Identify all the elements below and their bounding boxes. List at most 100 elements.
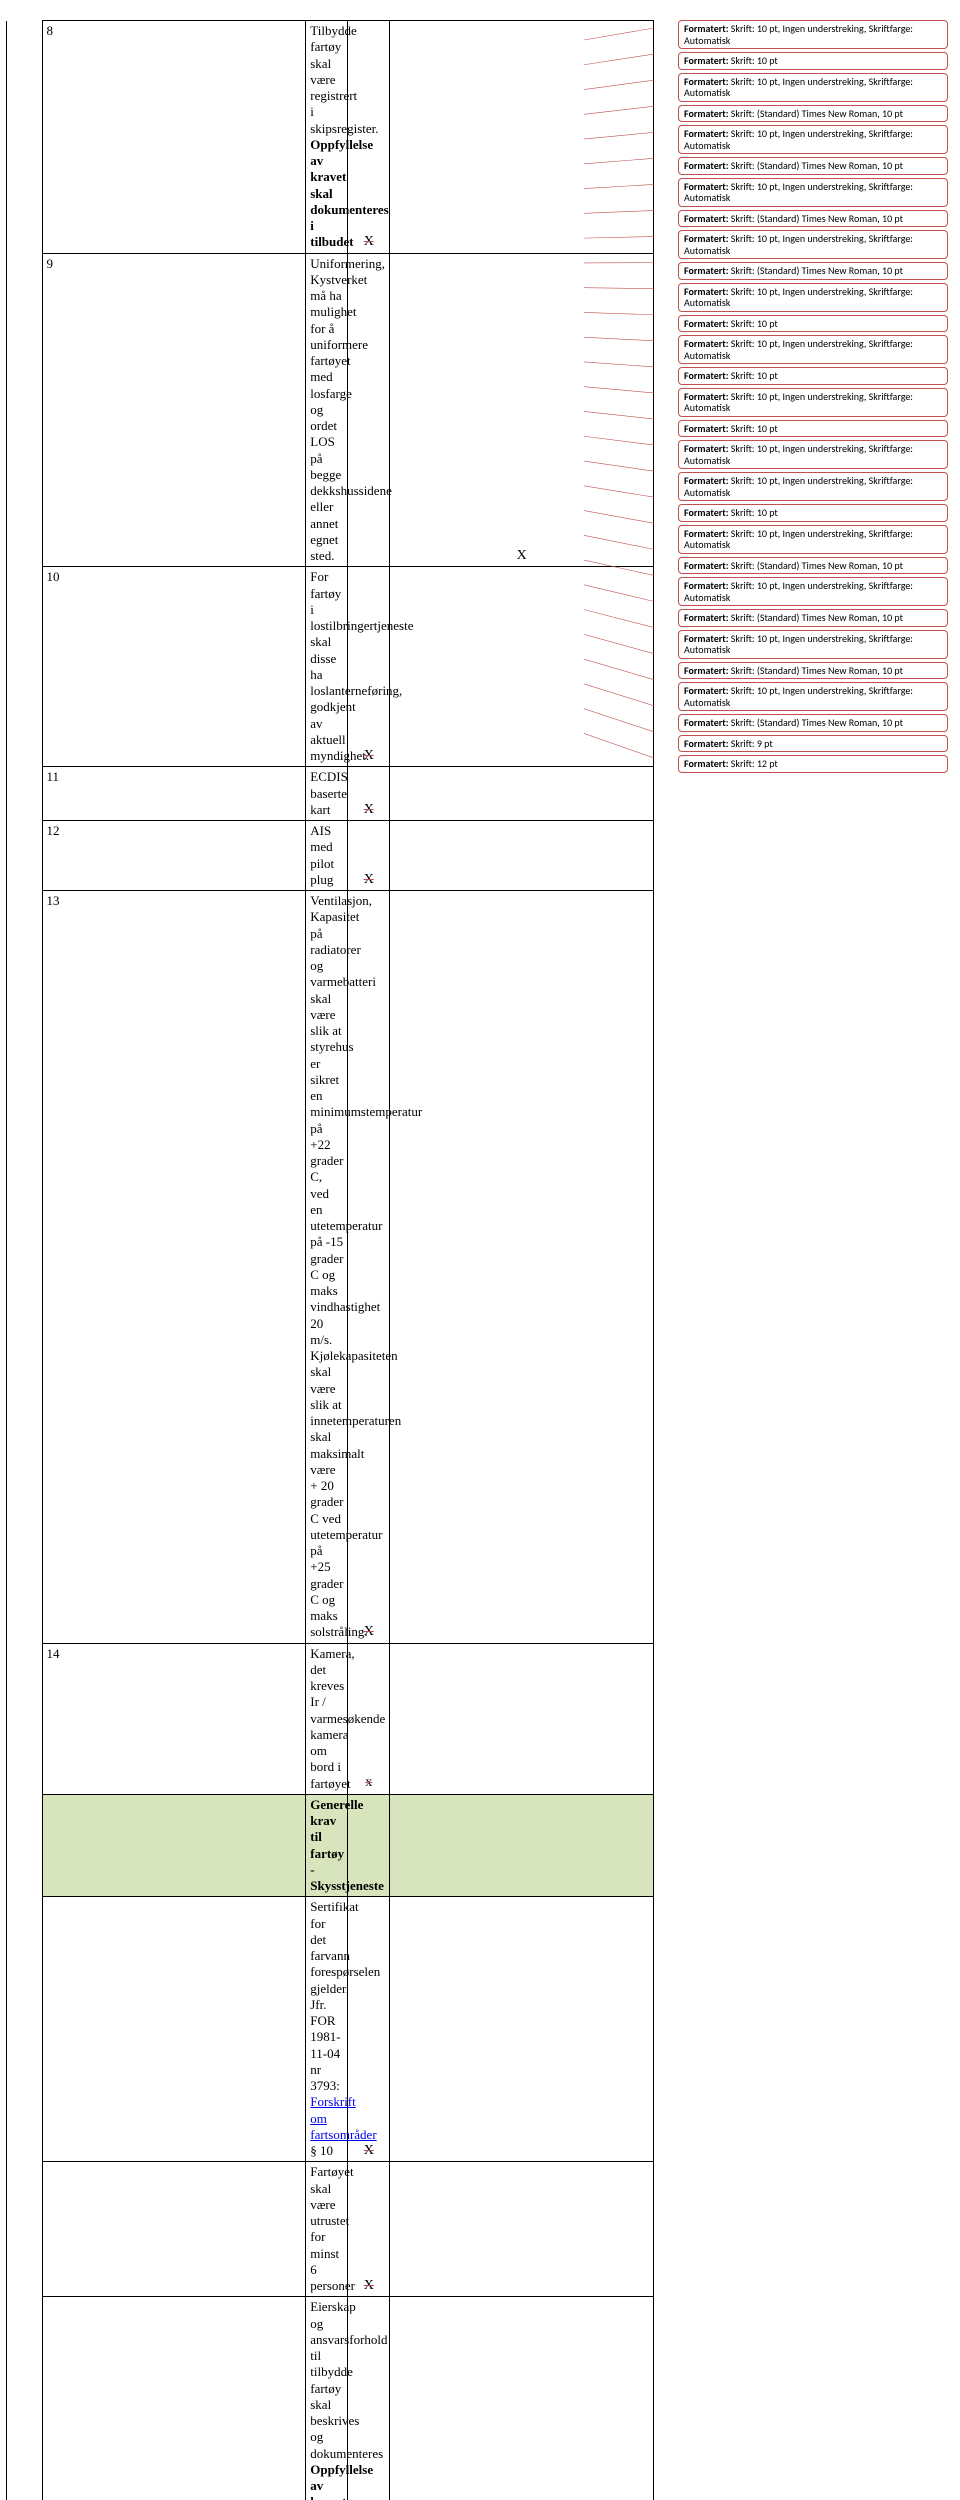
format-callout: Formatert: Skrift: 12 pt xyxy=(678,755,948,773)
mark-value: x xyxy=(365,1775,372,1790)
callout-text: Skrift: (Standard) Times New Roman, 10 p… xyxy=(731,716,903,729)
callout-label: Formatert: xyxy=(684,737,731,750)
callout-text: Skrift: 10 pt xyxy=(731,369,778,382)
format-callout: Formatert: Skrift: 10 pt, Ingen understr… xyxy=(678,20,948,49)
row-text: Uniformering, Kystverket må ha mulighet … xyxy=(306,253,348,567)
requirements-table: 8Tilbydde fartøy skal være registrert i … xyxy=(14,20,654,2500)
format-callout: Formatert: Skrift: 10 pt, Ingen understr… xyxy=(678,178,948,207)
mark-col-2 xyxy=(390,891,654,1644)
format-callout: Formatert: Skrift: 10 pt, Ingen understr… xyxy=(678,125,948,154)
table-row: 8Tilbydde fartøy skal være registrert i … xyxy=(14,21,654,254)
mark-col-1: X xyxy=(348,2162,390,2297)
callout-text: Skrift: 9 pt xyxy=(731,737,773,750)
format-callout: Formatert: Skrift: 10 pt xyxy=(678,420,948,438)
format-callout: Formatert: Skrift: (Standard) Times New … xyxy=(678,662,948,680)
callout-label: Formatert: xyxy=(684,317,731,330)
callout-label: Formatert: xyxy=(684,212,731,225)
mark-col-2 xyxy=(390,767,654,821)
callout-label: Formatert: xyxy=(684,422,731,435)
requirements-table-wrap: 8Tilbydde fartøy skal være registrert i … xyxy=(14,20,654,2500)
callout-label: Formatert: xyxy=(684,559,731,572)
row-text: AIS med pilot plug xyxy=(306,821,348,891)
mark-col-2 xyxy=(390,1794,654,1897)
row-text: Ventilasjon, Kapasitet på radiatorer og … xyxy=(306,891,348,1644)
callout-text: Skrift: (Standard) Times New Roman, 10 p… xyxy=(731,264,903,277)
table-row: Eierskap og ansvarsforhold til tilbydde … xyxy=(14,2297,654,2500)
table-row: 11ECDIS baserte kartX xyxy=(14,767,654,821)
callout-label: Formatert: xyxy=(684,159,731,172)
format-callout: Formatert: Skrift: 10 pt, Ingen understr… xyxy=(678,388,948,417)
mark-col-2 xyxy=(390,821,654,891)
format-callout: Formatert: Skrift: (Standard) Times New … xyxy=(678,262,948,280)
format-callout: Formatert: Skrift: 10 pt xyxy=(678,52,948,70)
row-number: 9 xyxy=(42,253,306,567)
format-callout: Formatert: Skrift: 10 pt xyxy=(678,367,948,385)
row-number xyxy=(42,2297,306,2500)
row-number xyxy=(42,2162,306,2297)
row-number: 14 xyxy=(42,1643,306,1794)
row-number: 10 xyxy=(42,567,306,767)
row-number xyxy=(42,1897,306,2162)
format-callout: Formatert: Skrift: (Standard) Times New … xyxy=(678,714,948,732)
format-callout: Formatert: Skrift: 10 pt, Ingen understr… xyxy=(678,230,948,259)
format-callout: Formatert: Skrift: 10 pt, Ingen understr… xyxy=(678,682,948,711)
mark-value: X xyxy=(364,872,374,887)
mark-col-1: X xyxy=(348,1897,390,2162)
format-callout: Formatert: Skrift: 10 pt xyxy=(678,315,948,333)
callout-list: Formatert: Skrift: 10 pt, Ingen understr… xyxy=(678,20,948,776)
callout-text: Skrift: (Standard) Times New Roman, 10 p… xyxy=(731,159,903,172)
table-row: 13Ventilasjon, Kapasitet på radiatorer o… xyxy=(14,891,654,1644)
callout-text: Skrift: 10 pt xyxy=(731,422,778,435)
callout-label: Formatert: xyxy=(684,54,731,67)
table-row: 12AIS med pilot plugX xyxy=(14,821,654,891)
table-row: 10For fartøy i lostilbringertjeneste ska… xyxy=(14,567,654,767)
callout-text: Skrift: (Standard) Times New Roman, 10 p… xyxy=(731,107,903,120)
mark-col-1 xyxy=(348,253,390,567)
mark-value: X xyxy=(364,2278,374,2293)
mark-col-1: X xyxy=(348,767,390,821)
row-text: ECDIS baserte kart xyxy=(306,767,348,821)
mark-col-2: X xyxy=(390,253,654,567)
table-row: Sertifikat for det farvann forespørselen… xyxy=(14,1897,654,2162)
row-number: 11 xyxy=(42,767,306,821)
format-callout: Formatert: Skrift: 10 pt, Ingen understr… xyxy=(678,577,948,606)
format-callout: Formatert: Skrift: 10 pt, Ingen understr… xyxy=(678,472,948,501)
callout-text: Skrift: 10 pt xyxy=(731,317,778,330)
text: ECDIS baserte kart xyxy=(310,769,348,817)
format-callout: Formatert: Skrift: 10 pt, Ingen understr… xyxy=(678,525,948,554)
mark-value: X xyxy=(364,234,374,249)
callout-label: Formatert: xyxy=(684,611,731,624)
table-row: 14Kamera, det kreves Ir / varmesøkende k… xyxy=(14,1643,654,1794)
callout-text: Skrift: (Standard) Times New Roman, 10 p… xyxy=(731,664,903,677)
format-callout: Formatert: Skrift: 10 pt, Ingen understr… xyxy=(678,630,948,659)
mark-col-2 xyxy=(390,567,654,767)
row-text: Sertifikat for det farvann forespørselen… xyxy=(306,1897,348,2162)
row-number xyxy=(42,1794,306,1897)
callout-text: Skrift: 10 pt xyxy=(731,506,778,519)
callout-label: Formatert: xyxy=(684,506,731,519)
comment-callouts-col: Formatert: Skrift: 10 pt, Ingen understr… xyxy=(654,20,946,2500)
page: 8Tilbydde fartøy skal være registrert i … xyxy=(14,20,946,2500)
mark-col-2 xyxy=(390,1643,654,1794)
mark-col-2 xyxy=(390,1897,654,2162)
callout-label: Formatert: xyxy=(684,757,731,770)
callout-label: Formatert: xyxy=(684,664,731,677)
format-callout: Formatert: Skrift: 10 pt, Ingen understr… xyxy=(678,283,948,312)
mark-col-2 xyxy=(390,2162,654,2297)
format-callout: Formatert: Skrift: 10 pt xyxy=(678,504,948,522)
row-text: Fartøyet skal være utrustet for minst 6 … xyxy=(306,2162,348,2297)
format-callout: Formatert: Skrift: (Standard) Times New … xyxy=(678,609,948,627)
format-callout: Formatert: Skrift: 10 pt, Ingen understr… xyxy=(678,73,948,102)
callout-text: Skrift: (Standard) Times New Roman, 10 p… xyxy=(731,611,903,624)
callout-label: Formatert: xyxy=(684,716,731,729)
callout-text: Skrift: (Standard) Times New Roman, 10 p… xyxy=(731,559,903,572)
mark-value: X xyxy=(364,748,374,763)
callout-label: Formatert: xyxy=(684,369,731,382)
table-row: 9Uniformering, Kystverket må ha mulighet… xyxy=(14,253,654,567)
callout-label: Formatert: xyxy=(684,264,731,277)
mark-col-1: X xyxy=(348,821,390,891)
callout-text: Skrift: (Standard) Times New Roman, 10 p… xyxy=(731,212,903,225)
format-callout: Formatert: Skrift: (Standard) Times New … xyxy=(678,105,948,123)
mark-col-2 xyxy=(390,21,654,254)
mark-col-2 xyxy=(390,2297,654,2500)
